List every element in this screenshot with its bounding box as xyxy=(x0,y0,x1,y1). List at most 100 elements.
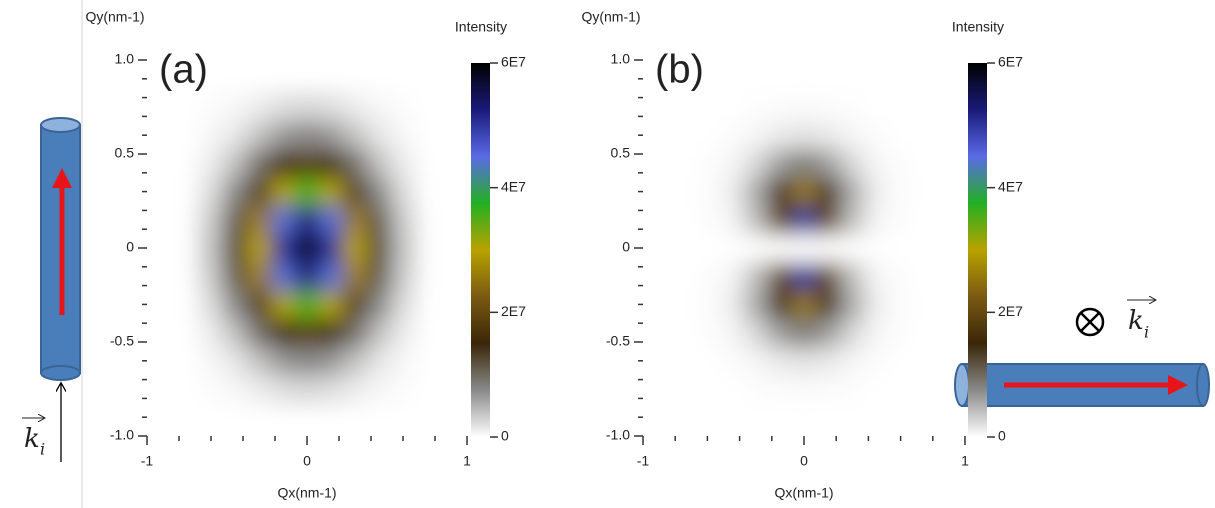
heatmap-cell xyxy=(295,92,320,122)
heatmap-cell xyxy=(695,290,720,319)
heatmap-cell xyxy=(271,121,296,150)
heatmap-cell xyxy=(319,318,344,348)
heatmap-cell xyxy=(199,318,224,348)
heatmap-cell xyxy=(295,205,320,235)
colorbar xyxy=(968,63,987,437)
y-tick-label: 0 xyxy=(622,239,630,255)
heatmap-cell xyxy=(199,149,224,178)
heatmap-cell xyxy=(247,92,272,122)
heatmap-cell xyxy=(223,92,248,122)
heatmap-cell xyxy=(199,92,224,122)
circle xyxy=(1075,307,1105,337)
colorbar xyxy=(471,63,490,437)
heatmap-cell xyxy=(271,205,296,235)
heatmap-cell xyxy=(343,374,368,404)
y-tick-label: -0.5 xyxy=(110,333,134,349)
heatmap-cell xyxy=(343,121,368,150)
heatmap-cell xyxy=(295,233,320,263)
heatmap-cell xyxy=(719,121,745,150)
heatmap-cell xyxy=(888,290,914,319)
heatmap-cell xyxy=(864,205,890,235)
heatmap-cell xyxy=(695,205,720,235)
into-page-symbol xyxy=(1075,307,1105,337)
heatmap-cell xyxy=(319,149,344,178)
heatmap-cell xyxy=(223,346,248,376)
heatmap-cell xyxy=(367,318,392,348)
heatmap-cell xyxy=(695,318,720,348)
cylinder-end xyxy=(1196,363,1210,407)
heatmap-cell xyxy=(767,92,793,122)
heatmap-cell xyxy=(223,262,248,291)
heatmap-cell xyxy=(864,318,890,348)
heatmap-cell xyxy=(271,318,296,348)
heatmap-cell xyxy=(391,262,416,291)
heatmap-cell xyxy=(223,149,248,178)
heatmap-cell xyxy=(695,374,720,404)
heatmap-cell xyxy=(791,290,817,319)
heatmap-cell xyxy=(864,121,890,150)
heatmap-cell xyxy=(271,177,296,207)
heatmap-cell xyxy=(247,121,272,150)
heatmap-cell xyxy=(295,346,320,376)
heatmap-cell xyxy=(367,233,392,263)
heatmap-cell xyxy=(864,374,890,404)
heatmap-cell xyxy=(223,233,248,263)
y-tick-label: -0.5 xyxy=(606,333,630,349)
heatmap-cell xyxy=(695,233,720,263)
y-tick-label: -1.0 xyxy=(606,427,630,443)
heatmap-cell xyxy=(743,374,769,404)
heatmap-cell xyxy=(888,233,914,263)
heatmap-cell xyxy=(199,205,224,235)
heatmap-cell xyxy=(791,205,817,235)
heatmap-cell xyxy=(791,374,817,404)
heatmap-cell xyxy=(391,374,416,404)
heatmap-cell xyxy=(864,149,890,178)
y-tick-label: 0.5 xyxy=(115,145,135,161)
heatmap-cell xyxy=(367,92,392,122)
heatmap-cell xyxy=(743,233,769,263)
heatmap-cell xyxy=(719,262,745,291)
heatmap-cell xyxy=(791,346,817,376)
colorbar-tick-label: 2E7 xyxy=(501,303,526,319)
heatmap-cell xyxy=(816,205,841,235)
heatmap-cell xyxy=(719,233,745,263)
x-tick-label: 1 xyxy=(463,453,471,469)
colorbar-tick-label: 2E7 xyxy=(998,303,1023,319)
heatmap-cell xyxy=(719,318,745,348)
vertical-cylinder xyxy=(40,117,81,381)
heatmap-cell xyxy=(343,177,368,207)
heatmap-cell xyxy=(295,374,320,404)
heatmap-cell xyxy=(223,205,248,235)
heatmap-cell xyxy=(199,346,224,376)
heatmap-cell xyxy=(767,262,793,291)
heatmap-cell xyxy=(791,233,817,263)
heatmap-cell xyxy=(840,92,865,122)
heatmap-cell xyxy=(695,177,720,207)
heatmap-cell xyxy=(695,121,720,150)
heatmap-cell xyxy=(840,149,865,178)
heatmap-cell xyxy=(864,177,890,207)
heatmap-cell xyxy=(767,346,793,376)
heatmap-cell xyxy=(367,374,392,404)
y-tick-label: -1.0 xyxy=(110,427,134,443)
heatmap-cell xyxy=(840,205,865,235)
y-axis-label: Qy(nm-1) xyxy=(581,9,640,25)
heatmap-cell xyxy=(888,205,914,235)
y-axis-label: Qy(nm-1) xyxy=(85,9,144,25)
heatmap-cell xyxy=(319,233,344,263)
cylinder-top xyxy=(40,117,81,133)
cross xyxy=(1080,312,1100,332)
x-tick-label: -1 xyxy=(141,453,154,469)
heatmap-cell xyxy=(367,177,392,207)
heatmap-cell xyxy=(816,149,841,178)
heatmap-cell xyxy=(319,374,344,404)
heatmap-cell xyxy=(840,121,865,150)
heatmap-cell xyxy=(743,92,769,122)
heatmap-cell xyxy=(888,177,914,207)
heatmap-cell xyxy=(295,121,320,150)
heatmap xyxy=(695,92,914,404)
heatmap-cell xyxy=(391,149,416,178)
wave-vector-symbol: k xyxy=(24,424,40,454)
heatmap-cell xyxy=(271,92,296,122)
heatmap-cell xyxy=(223,318,248,348)
